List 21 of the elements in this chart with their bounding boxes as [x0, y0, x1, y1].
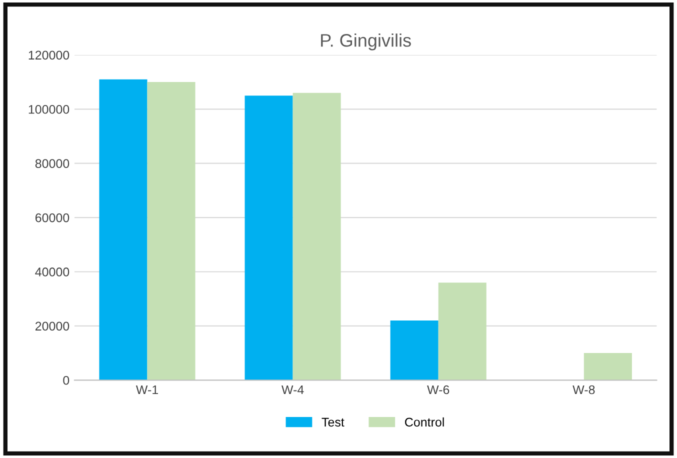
- bar: [99, 79, 148, 380]
- y-tick-label: 20000: [35, 322, 70, 331]
- x-tick-label: W-1: [136, 385, 158, 394]
- y-tick-label: 60000: [35, 213, 70, 222]
- y-tick-label: 0: [63, 376, 70, 385]
- legend-label: Test: [322, 418, 344, 427]
- y-tick-label: 80000: [35, 159, 70, 168]
- x-tick-label: W-8: [572, 385, 595, 394]
- bar: [292, 92, 341, 380]
- y-tick-label: 40000: [35, 268, 70, 276]
- bar: [390, 320, 438, 380]
- y-tick-label: 120000: [28, 50, 70, 60]
- bar: [584, 353, 632, 380]
- y-tick-label: 100000: [28, 104, 70, 114]
- bar: [147, 82, 196, 380]
- x-tick-label: W-6: [427, 385, 450, 394]
- legend-label: Control: [405, 417, 444, 427]
- chart-title: P. Gingivilis: [321, 34, 411, 50]
- x-tick-label: W-4: [282, 385, 304, 394]
- bar: [244, 96, 293, 380]
- bar: [438, 282, 486, 380]
